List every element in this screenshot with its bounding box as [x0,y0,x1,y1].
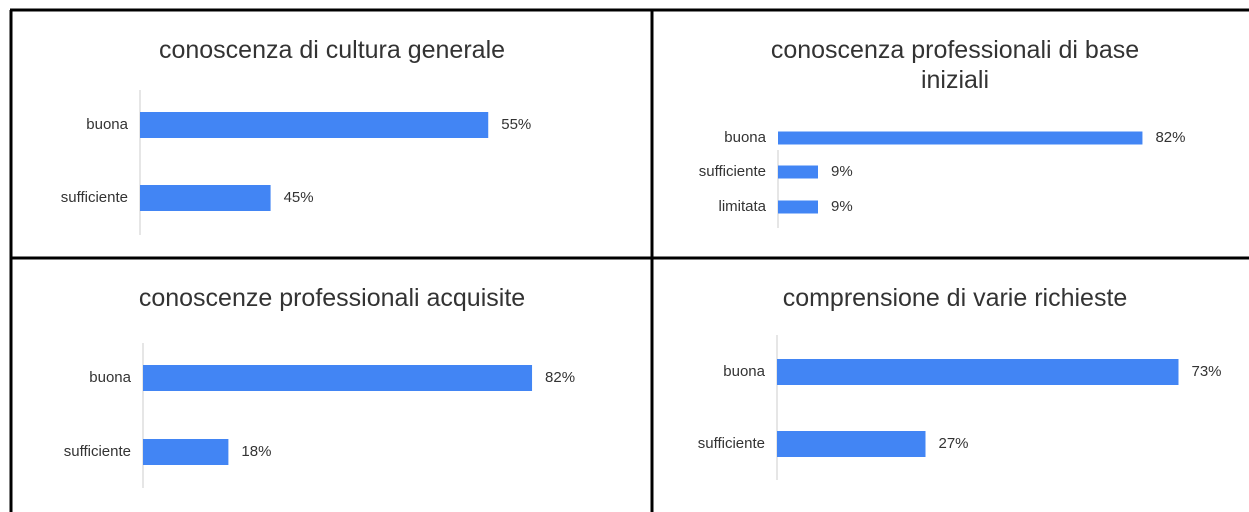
category-label: sufficiente [699,163,766,180]
value-label: 18% [241,443,271,460]
category-label: buona [86,116,128,133]
bar [143,365,533,391]
category-label: buona [723,363,765,380]
chart-title: conoscenza di cultura generale [158,36,506,64]
chart-title: comprensione di varie richieste [782,284,1128,312]
chart-title: conoscenza professionali di base inizial… [770,36,1140,94]
value-label: 27% [939,435,969,452]
bar [777,431,926,457]
category-label: sufficiente [698,435,765,452]
category-label: sufficiente [64,443,131,460]
bar [143,439,229,465]
chart-title: conoscenze professionali acquisite [138,284,526,312]
bar [777,359,1179,385]
value-label: 9% [831,163,853,180]
value-label: 55% [501,116,531,133]
category-label: sufficiente [61,189,128,206]
category-label: buona [724,129,766,146]
value-label: 82% [1155,129,1185,146]
value-label: 9% [831,198,853,215]
value-label: 82% [545,369,575,386]
bar [778,131,1143,145]
bar [140,112,489,138]
value-label: 73% [1192,363,1222,380]
value-label: 45% [284,189,314,206]
bar [778,165,818,179]
category-label: limitata [718,198,766,215]
category-label: buona [89,369,131,386]
bar [778,200,818,214]
bar [140,185,271,211]
